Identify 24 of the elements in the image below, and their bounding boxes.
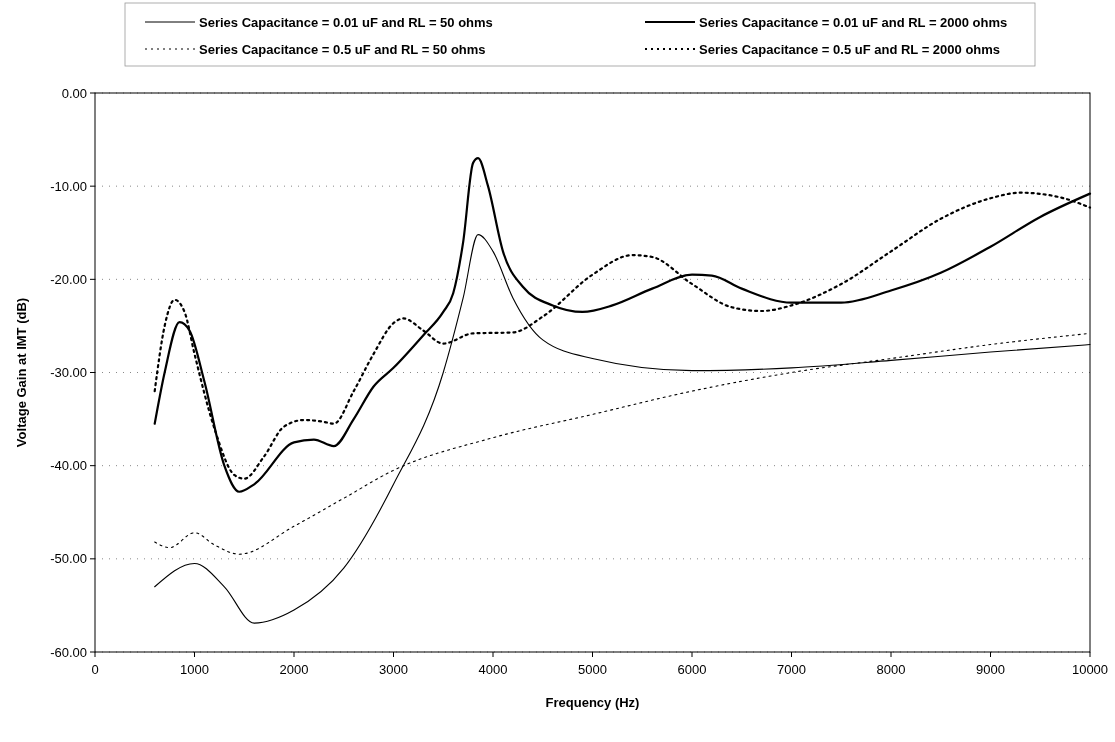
y-tick-label: -30.00 bbox=[50, 365, 87, 380]
x-tick-label: 4000 bbox=[478, 662, 508, 677]
legend-label: Series Capacitance = 0.5 uF and RL = 2000 ohms bbox=[699, 42, 1001, 57]
legend-label: Series Capacitance = 0.01 uF and RL = 2000 ohms bbox=[699, 15, 1008, 30]
x-tick-label: 8000 bbox=[876, 662, 906, 677]
x-tick-label: 1000 bbox=[180, 662, 209, 677]
legend-label: Series Capacitance = 0.5 uF and RL = 50 ohms bbox=[199, 42, 486, 57]
x-tick-label: 7000 bbox=[777, 662, 806, 677]
y-tick-label: 0.00 bbox=[61, 85, 87, 101]
x-tick-label: 10000 bbox=[1071, 662, 1109, 677]
y-tick-label: -60.00 bbox=[50, 644, 87, 660]
x-tick-label: 6000 bbox=[677, 662, 707, 677]
x-tick-label: 0 bbox=[91, 662, 99, 677]
x-axis-title: Frequency (Hz) bbox=[545, 695, 640, 710]
x-tick-label: 5000 bbox=[578, 662, 607, 677]
x-tick-label: 9000 bbox=[976, 662, 1005, 677]
x-tick-label: 3000 bbox=[379, 662, 408, 677]
y-axis-title: Voltage Gain at IMT (dB) bbox=[14, 297, 29, 448]
y-tick-label: -40.00 bbox=[50, 458, 87, 474]
x-tick-label: 2000 bbox=[279, 662, 309, 677]
y-tick-label: -10.00 bbox=[50, 178, 87, 194]
legend-label: Series Capacitance = 0.01 uF and RL = 50 ohms bbox=[199, 15, 493, 30]
y-tick-label: -50.00 bbox=[50, 551, 87, 567]
y-tick-label: -20.00 bbox=[50, 271, 87, 287]
